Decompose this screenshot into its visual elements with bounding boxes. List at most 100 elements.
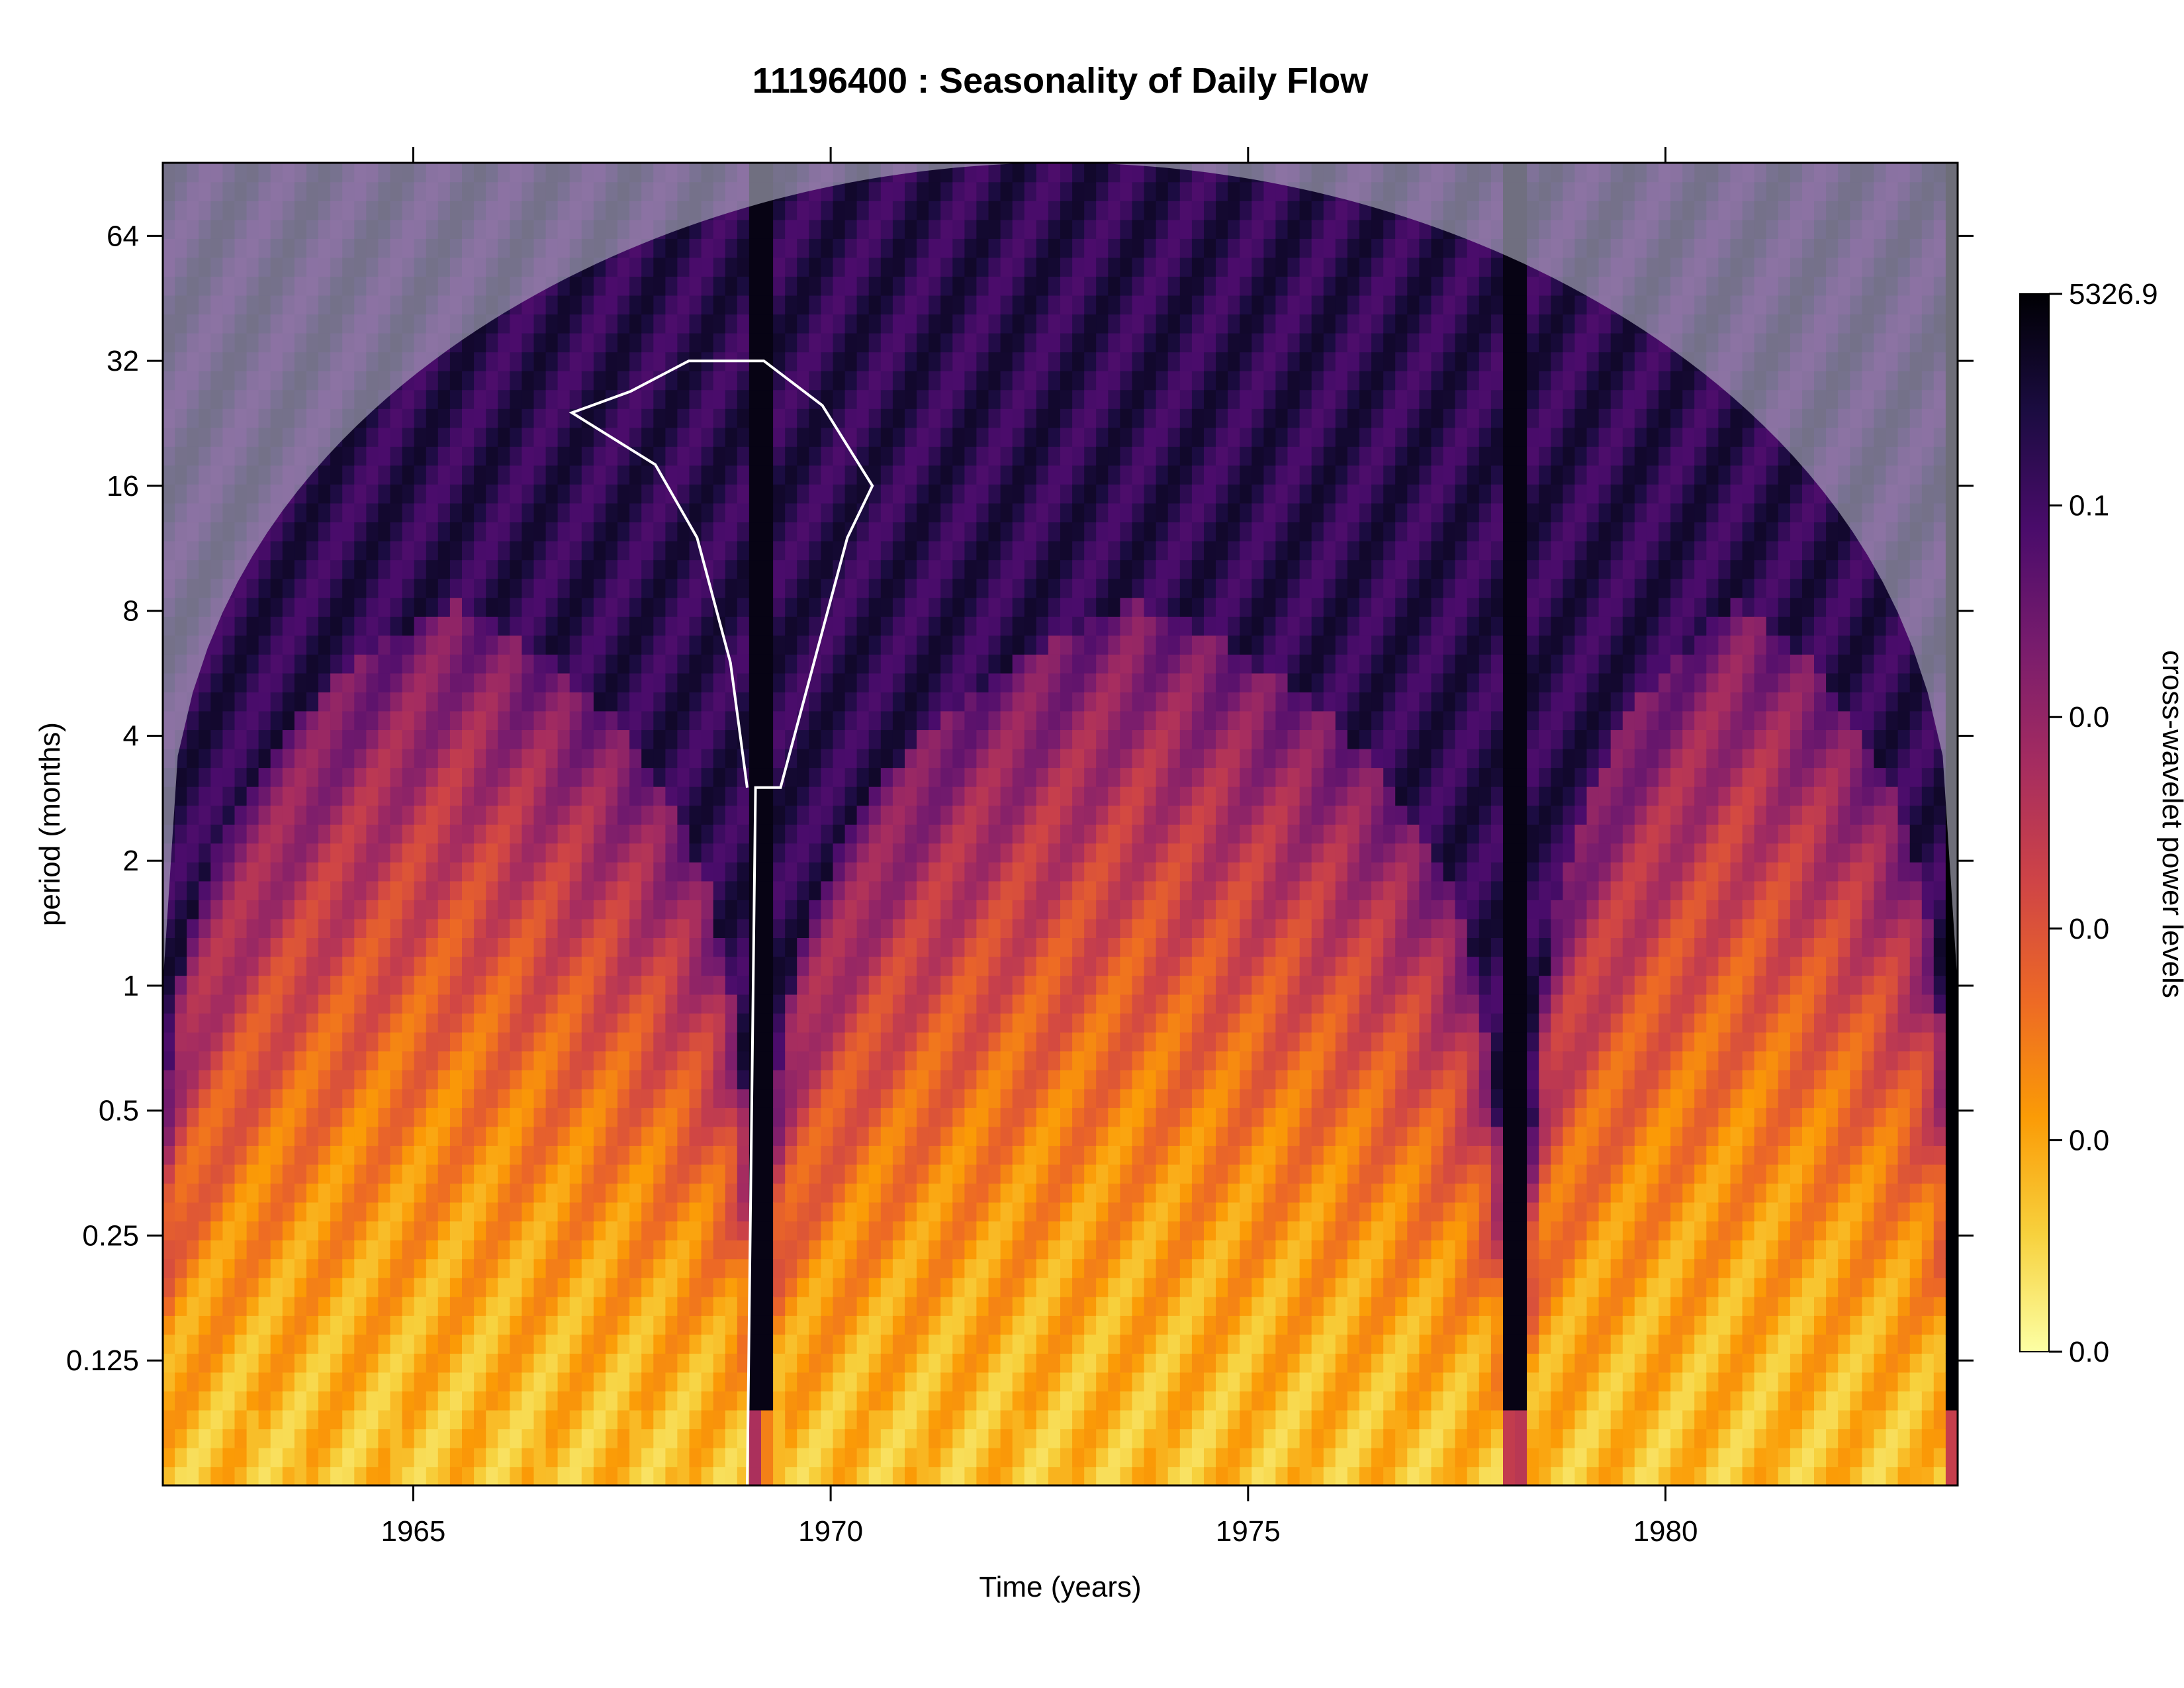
- heatmap-cell: [354, 540, 367, 561]
- heatmap-cell: [725, 918, 738, 938]
- heatmap-cell: [929, 1466, 941, 1485]
- heatmap-cell: [533, 975, 547, 995]
- heatmap-cell: [246, 956, 259, 976]
- heatmap-cell: [414, 484, 427, 504]
- heatmap-cell: [437, 1278, 451, 1297]
- heatmap-cell: [581, 389, 594, 409]
- heatmap-cell: [749, 1334, 762, 1354]
- heatmap-cell: [199, 1239, 212, 1260]
- heatmap-cell: [533, 1239, 547, 1260]
- heatmap-cell: [1012, 1409, 1025, 1430]
- heatmap-cell: [294, 1372, 307, 1391]
- heatmap-cell: [617, 1239, 630, 1260]
- heatmap-cell: [354, 635, 367, 655]
- heatmap-cell: [175, 1258, 187, 1278]
- heatmap-cell: [905, 559, 917, 579]
- heatmap-cell: [474, 1126, 486, 1146]
- heatmap-cell: [163, 1447, 175, 1468]
- heatmap-cell: [486, 748, 499, 769]
- heatmap-cell: [378, 1447, 391, 1468]
- heatmap-cell: [258, 937, 271, 957]
- heatmap-cell: [964, 956, 978, 976]
- heatmap-cell: [414, 616, 427, 636]
- heatmap-cell: [665, 710, 678, 730]
- heatmap-cell: [701, 295, 714, 315]
- heatmap-cell: [593, 1145, 606, 1165]
- heatmap-cell: [1000, 975, 1013, 995]
- heatmap-cell: [522, 710, 535, 730]
- heatmap-cell: [737, 654, 750, 674]
- heatmap-cell: [222, 1315, 236, 1335]
- heatmap-cell: [833, 1391, 846, 1411]
- heatmap-cell: [940, 1032, 954, 1052]
- heatmap-cell: [581, 786, 594, 806]
- heatmap-cell: [880, 1429, 893, 1448]
- heatmap-cell: [449, 1013, 463, 1033]
- heatmap-cell: [677, 1466, 690, 1485]
- heatmap-cell: [701, 1032, 714, 1052]
- heatmap-cell: [988, 786, 1001, 806]
- heatmap-cell: [617, 1429, 630, 1448]
- heatmap-cell: [222, 1353, 236, 1373]
- heatmap-cell: [856, 1088, 870, 1108]
- heatmap-cell: [917, 1201, 929, 1222]
- heatmap-cell: [522, 1466, 535, 1485]
- heatmap-cell: [258, 824, 271, 844]
- heatmap-cell: [749, 408, 762, 428]
- heatmap-cell: [725, 1372, 738, 1391]
- heatmap-cell: [234, 1278, 248, 1297]
- heatmap-cell: [701, 1183, 714, 1203]
- heatmap-cell: [462, 1278, 475, 1297]
- heatmap-cell: [701, 824, 714, 844]
- heatmap-cell: [785, 484, 798, 504]
- heatmap-cell: [821, 1391, 834, 1411]
- heatmap-cell: [940, 616, 954, 636]
- heatmap-cell: [773, 635, 786, 655]
- heatmap-cell: [689, 1183, 702, 1203]
- heatmap-cell: [569, 276, 582, 296]
- heatmap-cell: [880, 1070, 893, 1090]
- heatmap-cell: [366, 654, 379, 674]
- heatmap-cell: [725, 1032, 738, 1052]
- heatmap-cell: [199, 710, 212, 730]
- heatmap-cell: [569, 427, 582, 447]
- heatmap-cell: [868, 559, 882, 579]
- heatmap-cell: [797, 880, 810, 900]
- heatmap-cell: [833, 1088, 846, 1108]
- heatmap-cell: [797, 1409, 810, 1430]
- heatmap-cell: [701, 673, 714, 692]
- heatmap-cell: [725, 1429, 738, 1448]
- heatmap-cell: [976, 1409, 989, 1430]
- heatmap-cell: [210, 1258, 224, 1278]
- heatmap-cell: [641, 692, 655, 712]
- heatmap-cell: [892, 994, 905, 1014]
- heatmap-cell: [641, 1088, 655, 1108]
- heatmap-cell: [905, 578, 917, 598]
- heatmap-cell: [929, 427, 941, 447]
- heatmap-cell: [856, 692, 870, 712]
- heatmap-cell: [917, 1013, 929, 1033]
- heatmap-cell: [318, 616, 331, 636]
- heatmap-cell: [964, 1183, 978, 1203]
- heatmap-cell: [557, 389, 570, 409]
- heatmap-cell: [677, 918, 690, 938]
- heatmap-cell: [330, 1278, 343, 1297]
- heatmap-cell: [641, 522, 655, 541]
- heatmap-cell: [414, 824, 427, 844]
- heatmap-cell: [737, 408, 750, 428]
- heatmap-cell: [617, 1013, 630, 1033]
- heatmap-cell: [892, 352, 905, 371]
- heatmap-cell: [713, 937, 726, 957]
- heatmap-cell: [880, 1409, 893, 1430]
- heatmap-cell: [437, 1429, 451, 1448]
- heatmap-cell: [354, 1051, 367, 1070]
- heatmap-cell: [844, 484, 858, 504]
- heatmap-cell: [856, 767, 870, 787]
- heatmap-cell: [940, 1201, 954, 1222]
- heatmap-cell: [606, 1466, 618, 1485]
- heatmap-cell: [641, 465, 655, 485]
- heatmap-cell: [306, 1051, 319, 1070]
- heatmap-cell: [330, 1145, 343, 1165]
- heatmap-cell: [426, 880, 439, 900]
- heatmap-cell: [868, 427, 882, 447]
